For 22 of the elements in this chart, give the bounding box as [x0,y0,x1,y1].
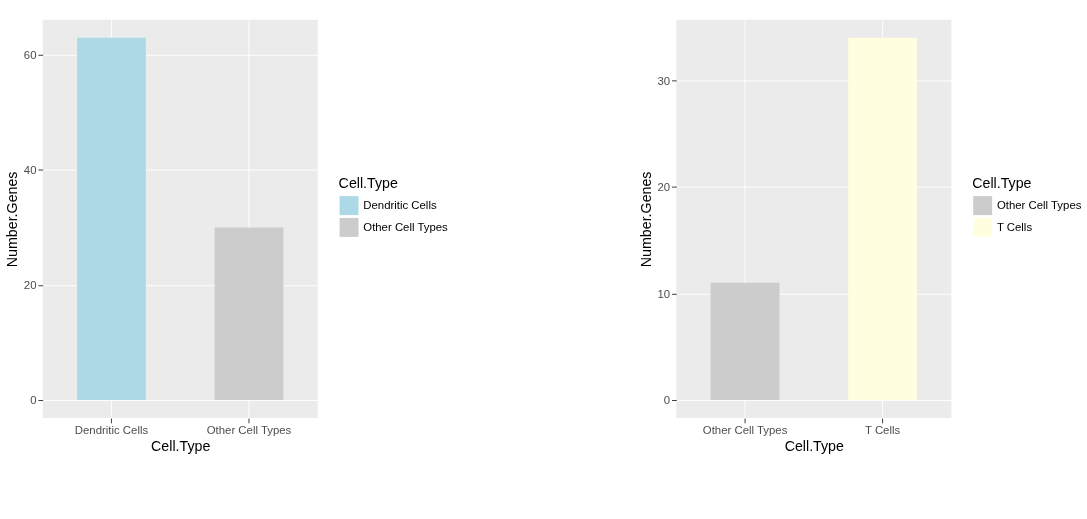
legend-title: Cell.Type [338,174,398,191]
x-tick-label: T Cells [865,423,901,436]
y-tick-label: 0 [30,394,37,407]
y-tick-label: 60 [23,49,37,62]
y-tick-label: 0 [663,394,671,407]
y-tick-label: 40 [23,164,37,177]
y-tick-label: 30 [657,74,671,87]
y-tick-label: 20 [23,279,37,292]
legend-title: Cell.Type [972,174,1032,191]
legend-label: Other Cell Types [363,221,449,234]
legend-label: Dendritic Cells [363,199,437,212]
y-tick-label: 20 [657,181,671,194]
legend-label: T Cells [996,221,1033,234]
x-axis-title: Cell.Type [151,437,211,454]
y-axis-title: Number.Genes [637,171,654,268]
x-tick-label: Other Cell Types [702,423,788,436]
x-tick-label: Dendritic Cells [74,423,149,436]
x-axis-title: Cell.Type [784,437,845,454]
legend-label: Other Cell Types [996,199,1082,212]
x-tick-label: Other Cell Types [206,423,292,436]
y-axis-title: Number.Genes [4,171,21,268]
y-tick-label: 10 [657,287,671,300]
